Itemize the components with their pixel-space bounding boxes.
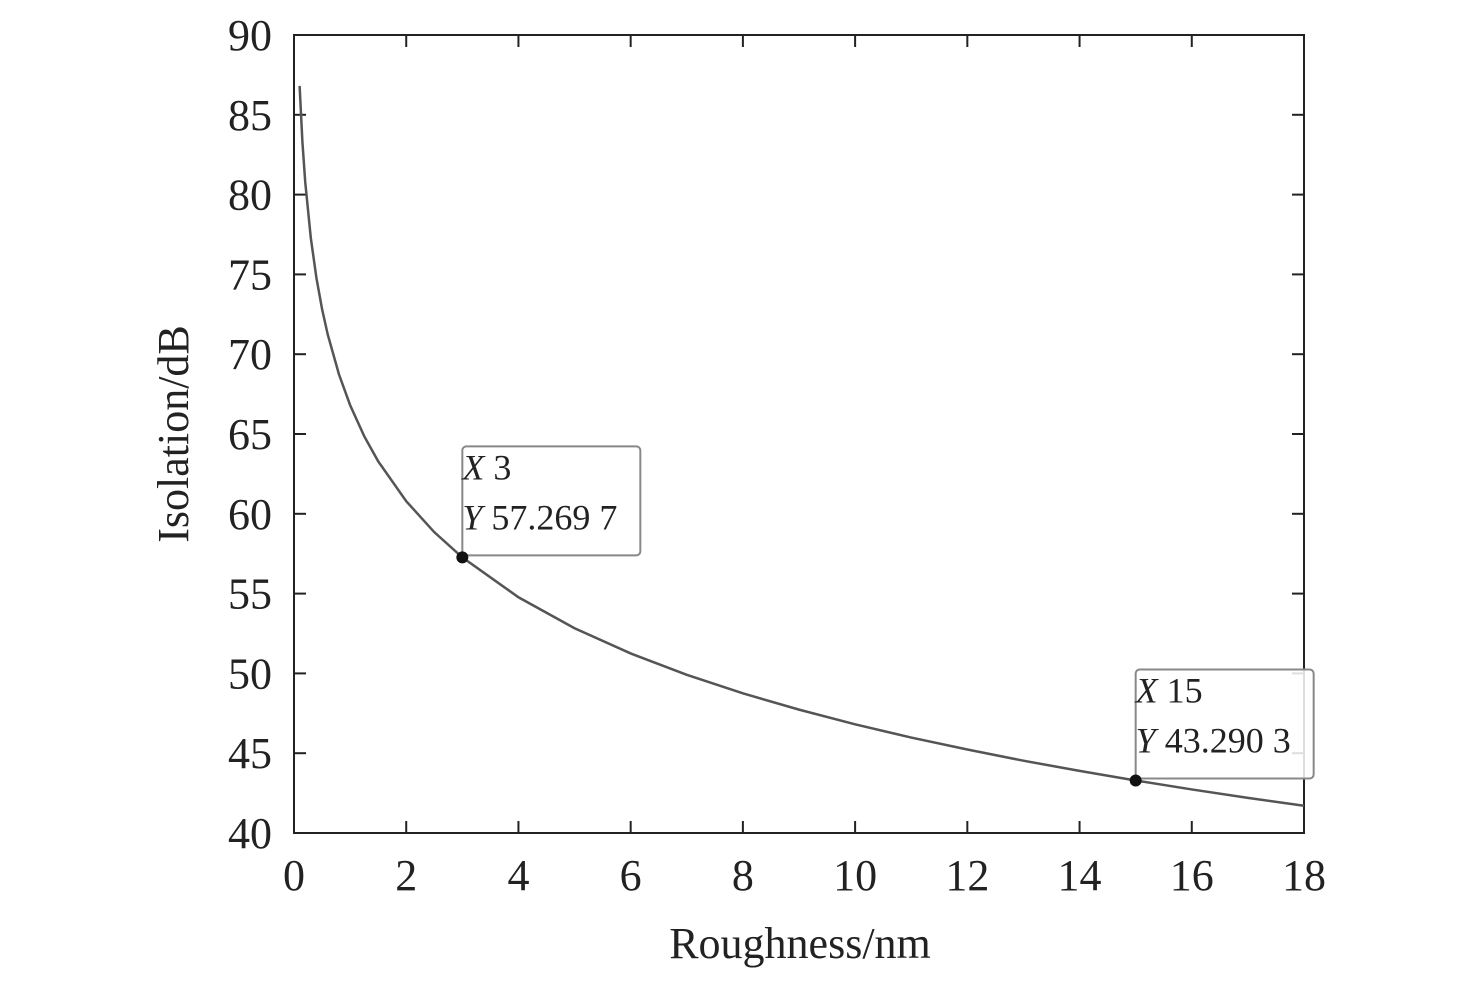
- datatip-text: Y 43.290 3: [1136, 720, 1291, 760]
- x-tick-label: 10: [833, 851, 877, 900]
- x-tick-label: 6: [620, 851, 642, 900]
- x-tick-label: 16: [1170, 851, 1214, 900]
- x-tick-label: 0: [283, 851, 305, 900]
- datatip-text: X 15: [1134, 670, 1203, 710]
- x-tick-label: 2: [395, 851, 417, 900]
- y-tick-label: 60: [228, 490, 272, 539]
- datatip-point: [456, 551, 469, 564]
- datatip-value: 15: [1167, 670, 1203, 710]
- datatip-point: [1129, 774, 1142, 787]
- datatip-key: X: [1134, 670, 1160, 710]
- y-tick-label: 70: [228, 330, 272, 379]
- x-tick-label: 12: [945, 851, 989, 900]
- x-tick-label: 8: [732, 851, 754, 900]
- line-series: [298, 85, 1305, 807]
- y-axis-title: Isolation/dB: [149, 325, 198, 543]
- y-tick-label: 50: [228, 649, 272, 698]
- datatip-value: 43.290 3: [1165, 720, 1291, 760]
- x-tick-label: 14: [1058, 851, 1102, 900]
- x-axis-title: Roughness/nm: [669, 919, 931, 968]
- y-tick-label: 55: [228, 570, 272, 619]
- datatip-key: Y: [462, 497, 486, 537]
- datatip-key: Y: [1136, 720, 1160, 760]
- y-tick-label: 90: [228, 11, 272, 60]
- y-tick-label: 40: [228, 809, 272, 858]
- y-tick-label: 75: [228, 250, 272, 299]
- x-tick-label: 4: [507, 851, 529, 900]
- y-tick-label: 45: [228, 729, 272, 778]
- x-tick-label: 18: [1282, 851, 1326, 900]
- y-tick-label: 80: [228, 171, 272, 220]
- datatip-value: 3: [493, 447, 511, 487]
- datatip-text: X 3: [460, 447, 511, 487]
- datatip-key: X: [460, 447, 486, 487]
- datatip-text: Y 57.269 7: [462, 497, 617, 537]
- datatip-box: [461, 445, 642, 557]
- y-tick-label: 85: [228, 91, 272, 140]
- datatip-value: 57.269 7: [491, 497, 617, 537]
- y-tick-label: 65: [228, 410, 272, 459]
- datatip-box: [1134, 668, 1315, 780]
